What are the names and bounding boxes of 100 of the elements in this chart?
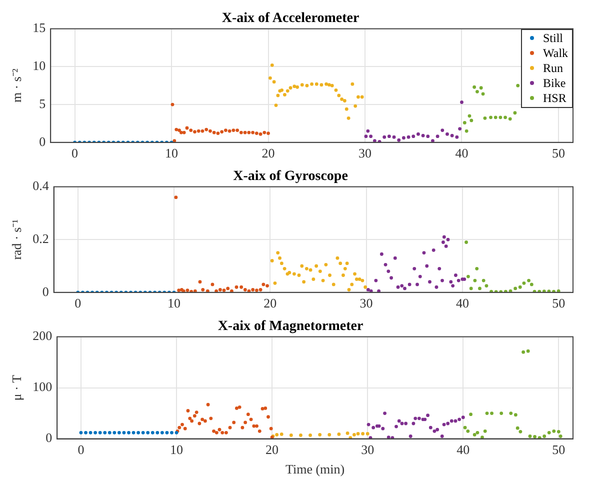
point [460,100,464,104]
point [220,130,224,134]
point [432,429,436,433]
point [366,288,370,292]
point [449,280,453,284]
point [232,420,236,424]
point [182,130,186,134]
point [201,288,205,292]
point [558,434,562,438]
point [258,288,262,292]
point [270,259,274,262]
point [434,285,438,289]
point [174,128,178,132]
point [421,134,425,138]
point [384,262,388,266]
point [266,284,269,288]
point [258,132,262,136]
y-tick-label: 0 [46,430,52,446]
point [522,281,526,285]
point [412,422,416,426]
point [296,85,299,89]
point [276,94,280,98]
point [342,274,345,277]
y-tick-label: 0.2 [32,231,49,246]
point [300,264,304,268]
point [269,426,273,430]
point [356,95,360,99]
point [412,134,416,138]
point [304,266,308,270]
point [337,432,341,436]
point [464,240,468,244]
point [516,426,520,430]
point [270,63,274,67]
point [377,289,380,292]
point [461,416,465,420]
x-tick-label: 10 [170,442,184,458]
point [368,436,372,439]
point [450,134,454,138]
point [183,426,187,430]
point [468,114,472,118]
point [436,134,440,138]
x-tick-label: 40 [456,296,469,311]
point [200,129,204,133]
point [354,104,358,108]
point [458,127,462,130]
point [228,426,232,430]
point [406,135,410,139]
legend-label: Walk [543,46,568,61]
point [228,129,232,133]
point [88,430,92,434]
point [310,82,314,86]
x-tick-label: 0 [74,296,82,311]
y-axis-title: m · s⁻² [9,68,24,103]
point [203,419,207,423]
point [440,434,444,438]
point [348,436,352,439]
point [314,82,318,86]
point [165,430,169,434]
point [412,266,416,270]
point [112,430,116,434]
point [218,288,222,292]
point [324,82,328,86]
point [255,424,258,428]
point [527,278,530,282]
legend-label: Bike [543,76,566,91]
point [456,278,460,282]
point [400,284,404,288]
x-tick-label: 20 [266,442,279,458]
point [360,95,364,99]
x-axis-title: Time (min) [285,462,345,477]
point [489,116,492,120]
point [204,128,208,132]
point [416,282,419,286]
point [516,84,520,88]
point [273,281,277,285]
point [542,290,546,292]
x-tick-label: 30 [360,296,373,311]
point [170,430,174,434]
point [194,410,198,414]
point [308,434,312,437]
point [289,434,293,437]
point [417,416,421,420]
point [366,129,370,133]
y-tick-label: 5 [39,96,46,111]
point [344,107,348,111]
point [552,290,556,292]
point [472,85,476,89]
x-tick-label: 40 [456,442,470,458]
point [400,422,404,426]
point [444,244,448,248]
point [472,433,476,436]
y-tick-label: 0 [42,284,49,299]
point [84,430,88,434]
chart-title: X-aix of Accelerometer [222,11,360,26]
y-tick-label: 100 [32,379,52,394]
point [177,288,181,292]
point [266,415,270,419]
point [352,433,356,436]
point [160,430,164,434]
point [258,429,262,433]
